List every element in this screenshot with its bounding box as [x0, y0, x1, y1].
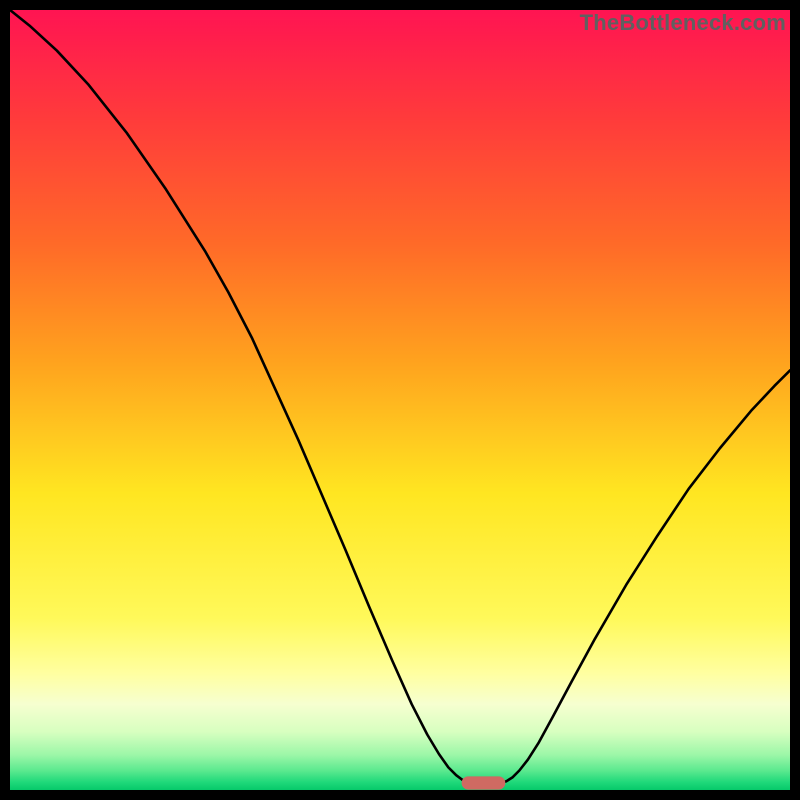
chart-frame: TheBottleneck.com: [0, 0, 800, 800]
optimal-marker: [462, 776, 506, 789]
gradient-background: [10, 10, 790, 790]
plot-svg: [10, 10, 790, 790]
plot-area: [10, 10, 790, 790]
watermark-text: TheBottleneck.com: [580, 10, 786, 36]
